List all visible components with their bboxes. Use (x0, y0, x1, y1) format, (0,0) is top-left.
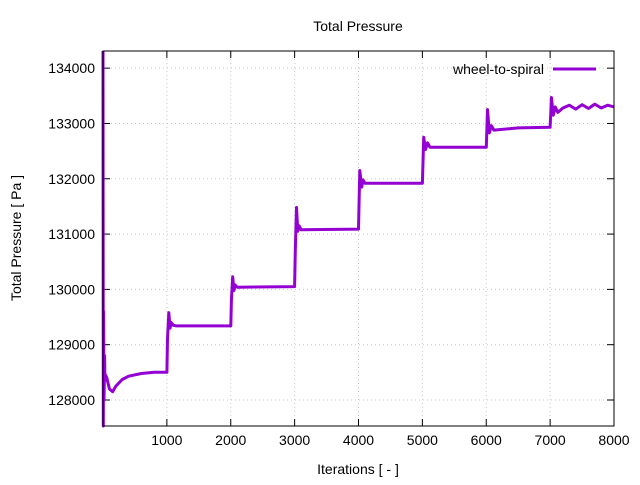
y-tick-label: 133000 (48, 115, 95, 131)
y-tick-label: 131000 (48, 226, 95, 242)
y-tick-label: 130000 (48, 281, 95, 297)
x-tick-label: 1000 (151, 432, 182, 448)
chart-title: Total Pressure (313, 18, 403, 34)
legend-label: wheel-to-spiral (452, 61, 544, 77)
x-tick-label: 3000 (279, 432, 310, 448)
plot-border (102, 50, 615, 427)
series-layer (101, 50, 615, 428)
y-tick-label: 129000 (48, 337, 95, 353)
y-tick-label: 128000 (48, 392, 95, 408)
x-tick-label: 2000 (215, 432, 246, 448)
series-line (101, 50, 615, 428)
x-tick-label: 5000 (407, 432, 438, 448)
grid (103, 51, 614, 426)
y-tick-label: 132000 (48, 171, 95, 187)
x-axis-label: Iterations [ - ] (317, 461, 399, 477)
x-tick-label: 7000 (535, 432, 566, 448)
y-axis-label: Total Pressure [ Pa ] (8, 175, 24, 301)
y-tick-label: 134000 (48, 60, 95, 76)
ticks: 1000 2000 3000 4000 5000 6000 7000 8000 128000 12… (48, 51, 630, 448)
x-tick-label: 4000 (343, 432, 374, 448)
x-tick-label: 6000 (471, 432, 502, 448)
legend: wheel-to-spiral (452, 61, 596, 77)
x-tick-label: 8000 (598, 432, 629, 448)
